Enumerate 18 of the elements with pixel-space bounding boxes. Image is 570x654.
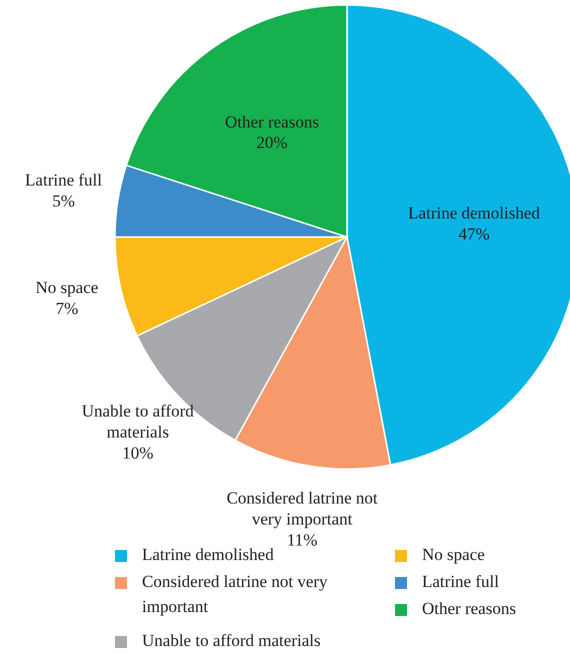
legend-label: Latrine demolished: [142, 544, 274, 564]
data-label: 20%: [256, 133, 288, 152]
data-label: 5%: [52, 192, 75, 211]
data-label: 10%: [122, 443, 154, 462]
data-label: 11%: [286, 530, 318, 550]
slice-label: Latrine demolished: [408, 203, 540, 222]
legend-label: Other reasons: [422, 598, 516, 618]
legend-label: Considered latrine not very important: [142, 572, 328, 616]
legend-label: No space: [422, 544, 485, 564]
slice-label: Considered latrine not very important: [226, 488, 378, 528]
slice-label: Latrine full: [25, 170, 102, 190]
data-label: 7%: [56, 299, 78, 318]
legend-label: Latrine full: [422, 572, 500, 591]
data-label: 47%: [458, 224, 490, 244]
slice-label: No space: [36, 278, 98, 298]
slice-label: Other reasons: [225, 112, 319, 132]
slice-label: Unable to afford materials: [82, 401, 194, 442]
legend-label: Unable to afford materials: [142, 630, 321, 650]
